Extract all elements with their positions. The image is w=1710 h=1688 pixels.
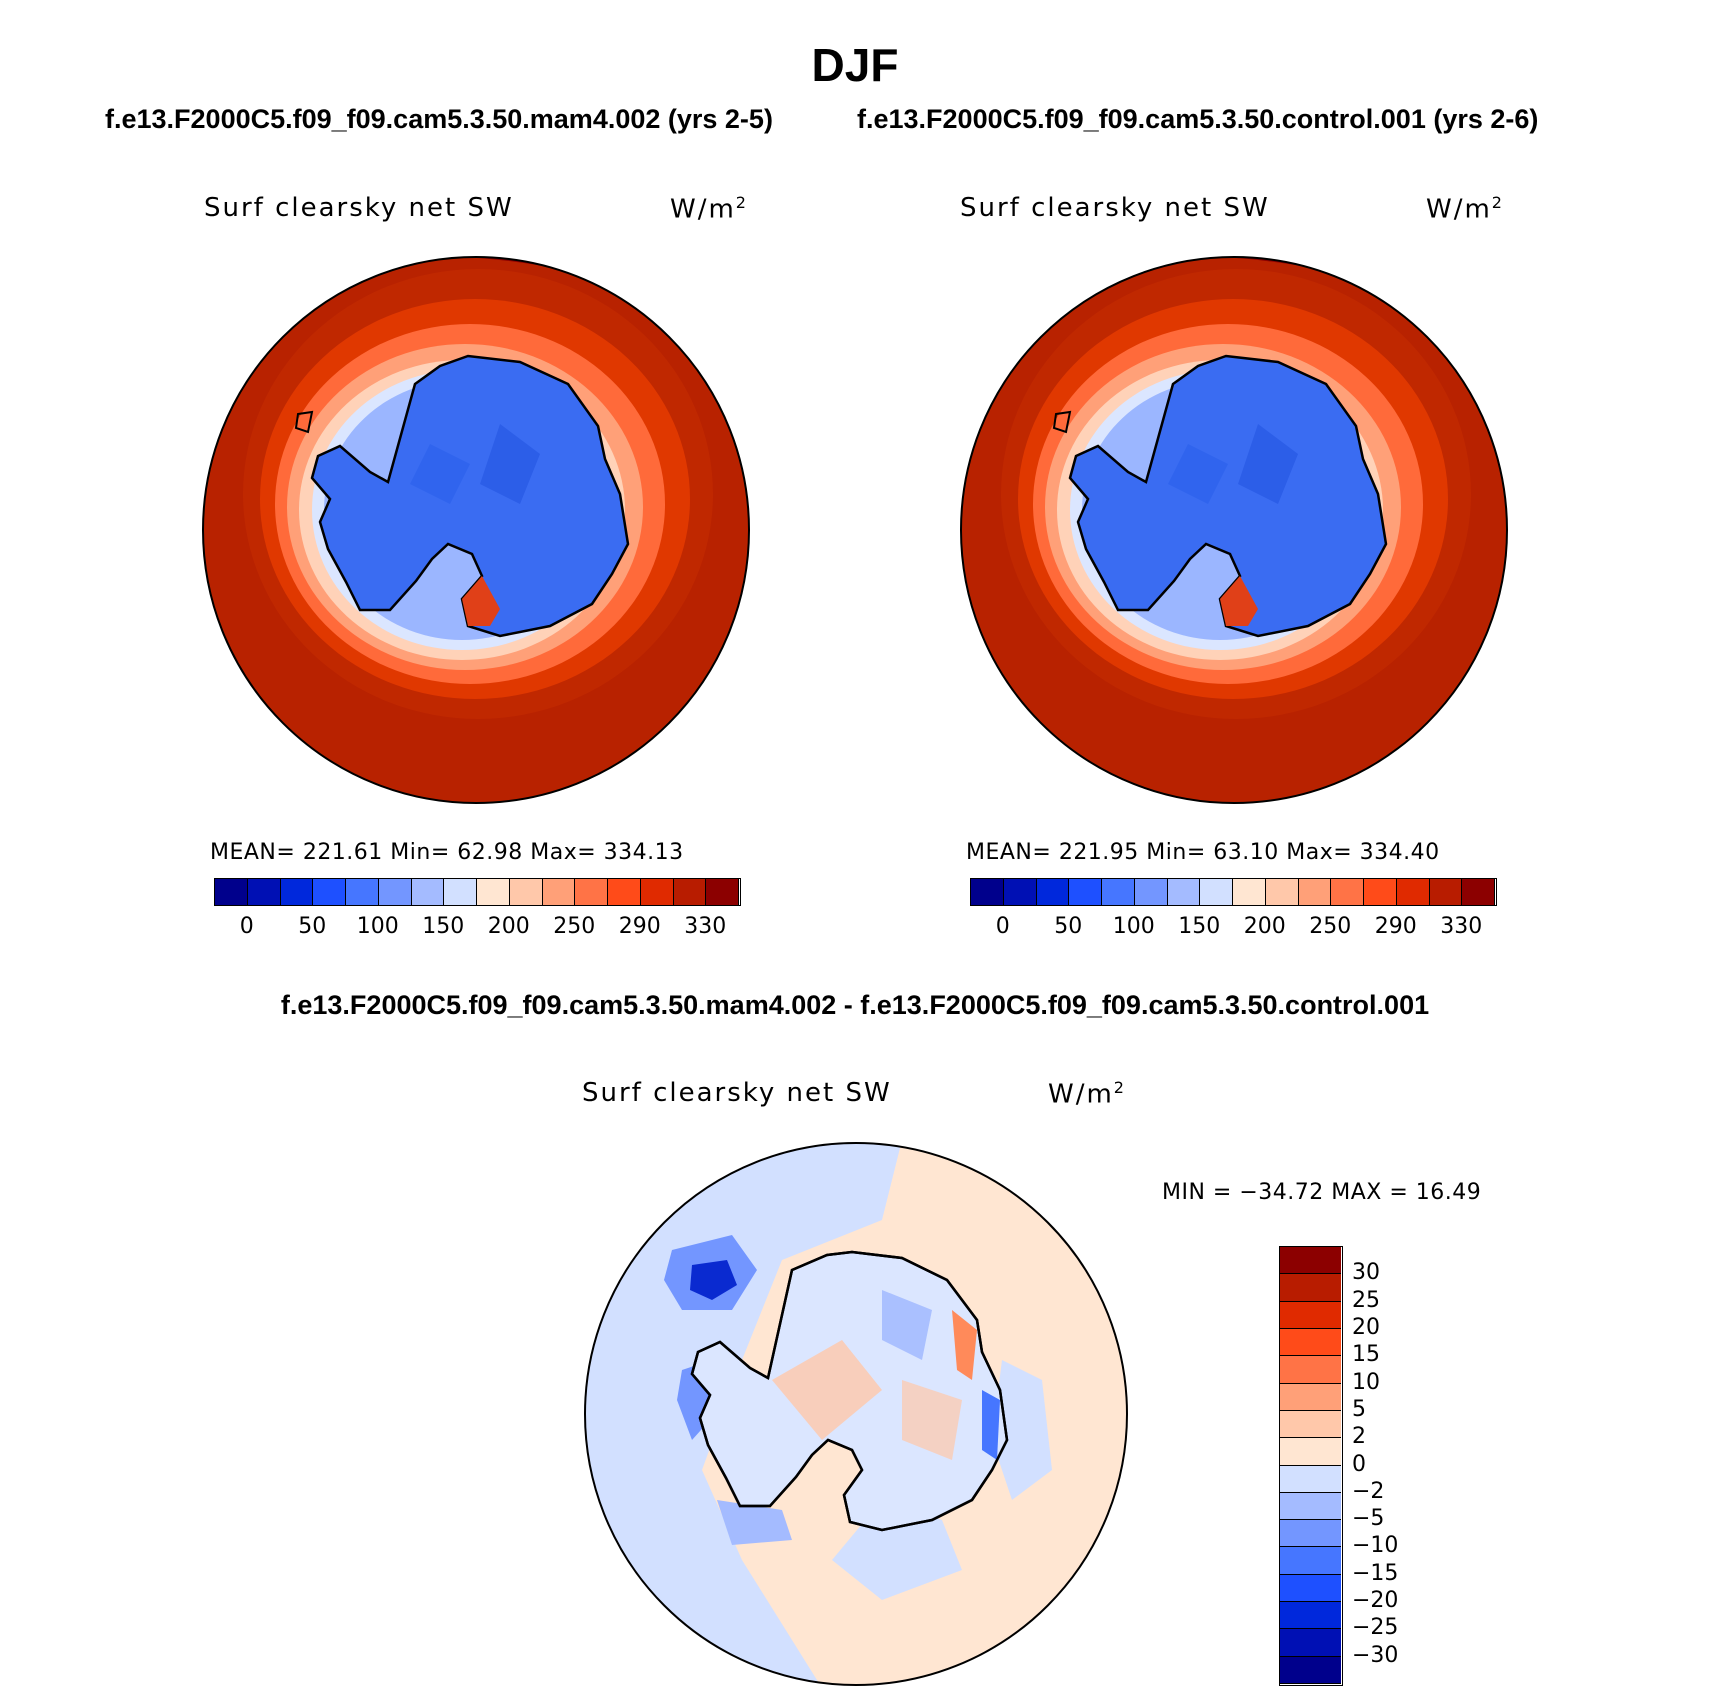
colorbar-swatch (1280, 1629, 1341, 1657)
colorbar-swatch (444, 879, 477, 905)
colorbar-swatch (1429, 879, 1463, 905)
colorbar-swatch (1280, 1492, 1341, 1521)
colorbar-swatch (1280, 1356, 1341, 1384)
colorbar-label: 50 (1054, 914, 1083, 939)
colorbar-label: 330 (1440, 914, 1483, 939)
colorbar-label: 100 (1112, 914, 1155, 939)
colorbar-swatch (542, 879, 576, 905)
colorbar-swatch (477, 879, 510, 905)
colorbar-label: 0 (995, 914, 1010, 939)
colorbar-swatch (1003, 879, 1037, 905)
colorbar-label: 330 (684, 914, 727, 939)
colorbar-swatch (1280, 1247, 1341, 1275)
colorbar-swatch (1036, 879, 1070, 905)
minmax-diff: MIN = −34.72 MAX = 16.49 (1162, 1180, 1482, 1205)
polar-map-control (960, 256, 1508, 804)
colorbar-swatch (1280, 1547, 1341, 1575)
colorbar-label: 0 (239, 914, 254, 939)
colorbar-label: −30 (1352, 1642, 1399, 1668)
colorbar-label: 10 (1352, 1369, 1380, 1395)
colorbar-swatch (1167, 879, 1201, 905)
colorbar-label: 5 (1352, 1396, 1366, 1422)
units-left: W/m2 (670, 193, 748, 225)
colorbar-swatch (280, 879, 314, 905)
colorbar-difference (1279, 1246, 1343, 1686)
colorbar-swatch (509, 879, 543, 905)
colorbar-swatch (1102, 879, 1135, 905)
colorbar-label: 200 (1243, 914, 1286, 939)
polar-map-difference (584, 1142, 1128, 1686)
colorbar-swatch (1280, 1574, 1341, 1603)
colorbar-swatch (378, 879, 412, 905)
colorbar-label: 50 (298, 914, 327, 939)
colorbar-label: −10 (1352, 1533, 1399, 1559)
colorbar-label: 250 (1309, 914, 1352, 939)
colorbar-label: −20 (1352, 1588, 1399, 1614)
colorbar-swatch (1280, 1656, 1341, 1684)
colorbar-swatch (1298, 879, 1332, 905)
colorbar-label: −2 (1352, 1478, 1385, 1504)
units-right: W/m2 (1426, 193, 1504, 225)
colorbar-label: 150 (1178, 914, 1221, 939)
stats-right: MEAN= 221.95 Min= 63.10 Max= 334.40 (966, 840, 1440, 865)
case-title-left: f.e13.F2000C5.f09_f09.cam5.3.50.mam4.002… (105, 104, 773, 134)
colorbar-swatch (1280, 1602, 1341, 1630)
colorbar-swatch (1233, 879, 1266, 905)
colorbar-label: 150 (422, 914, 465, 939)
colorbar-label: 2 (1352, 1424, 1366, 1450)
var-label-diff: Surf clearsky net SW (582, 1078, 892, 1108)
colorbar-swatch (673, 879, 707, 905)
colorbar-swatch (1280, 1410, 1341, 1439)
colorbar-label: 100 (356, 914, 399, 939)
colorbar-swatch (215, 879, 248, 905)
colorbar-swatch (1280, 1301, 1341, 1329)
colorbar-swatch (411, 879, 445, 905)
case-title-right: f.e13.F2000C5.f09_f09.cam5.3.50.control.… (857, 104, 1539, 134)
colorbar-swatch (1462, 879, 1495, 905)
colorbar-label: −15 (1352, 1560, 1399, 1586)
colorbar-swatch (1280, 1465, 1341, 1493)
colorbar-label: 20 (1352, 1314, 1380, 1340)
colorbar-swatch (575, 879, 608, 905)
colorbar-label: 250 (553, 914, 596, 939)
colorbar-label: 290 (618, 914, 661, 939)
colorbar-swatch (1265, 879, 1299, 905)
colorbar-swatch (640, 879, 674, 905)
colorbar-swatch (608, 879, 641, 905)
colorbar-swatch (1200, 879, 1233, 905)
colorbar-swatch (1364, 879, 1397, 905)
colorbar-label: 290 (1374, 914, 1417, 939)
colorbar-swatch (971, 879, 1004, 905)
colorbar-swatch (1280, 1520, 1341, 1548)
colorbar-swatch (1134, 879, 1168, 905)
colorbar-label: 0 (1352, 1451, 1366, 1477)
colorbar-swatch (1280, 1274, 1341, 1302)
colorbar-swatch (1280, 1438, 1341, 1466)
stats-left: MEAN= 221.61 Min= 62.98 Max= 334.13 (210, 840, 684, 865)
colorbar-label: −25 (1352, 1615, 1399, 1641)
difference-title: f.e13.F2000C5.f09_f09.cam5.3.50.mam4.002… (280, 990, 1430, 1020)
polar-map-mam4 (202, 256, 750, 804)
colorbar-swatch (1280, 1383, 1341, 1411)
colorbar-label: 30 (1352, 1260, 1380, 1286)
var-label-right: Surf clearsky net SW (960, 193, 1270, 223)
colorbar-swatch (1396, 879, 1430, 905)
colorbar-label: 200 (487, 914, 530, 939)
main-title: DJF (811, 39, 899, 91)
colorbar-label: 25 (1352, 1287, 1380, 1313)
colorbar-swatch (1280, 1328, 1341, 1357)
colorbar-swatch (247, 879, 281, 905)
colorbar-right (970, 878, 1497, 906)
var-label-left: Surf clearsky net SW (204, 193, 514, 223)
colorbar-swatch (346, 879, 379, 905)
colorbar-left (214, 878, 741, 906)
units-diff: W/m2 (1048, 1078, 1126, 1110)
colorbar-swatch (1331, 879, 1364, 905)
colorbar-swatch (1069, 879, 1102, 905)
colorbar-label: −5 (1352, 1506, 1385, 1532)
colorbar-label: 15 (1352, 1342, 1380, 1368)
colorbar-swatch (706, 879, 739, 905)
colorbar-swatch (313, 879, 346, 905)
